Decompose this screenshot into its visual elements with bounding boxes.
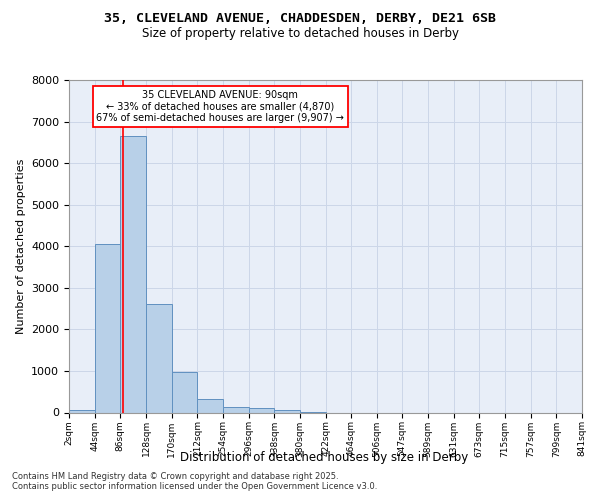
Bar	[249, 408, 274, 412]
Text: Contains public sector information licensed under the Open Government Licence v3: Contains public sector information licen…	[12, 482, 377, 491]
Bar	[197, 399, 223, 412]
Bar	[223, 407, 249, 412]
Text: Distribution of detached houses by size in Derby: Distribution of detached houses by size …	[180, 451, 468, 464]
Bar	[69, 410, 95, 412]
Text: Contains HM Land Registry data © Crown copyright and database right 2025.: Contains HM Land Registry data © Crown c…	[12, 472, 338, 481]
Y-axis label: Number of detached properties: Number of detached properties	[16, 158, 26, 334]
Bar	[121, 136, 146, 412]
Text: 35, CLEVELAND AVENUE, CHADDESDEN, DERBY, DE21 6SB: 35, CLEVELAND AVENUE, CHADDESDEN, DERBY,…	[104, 12, 496, 26]
Text: 35 CLEVELAND AVENUE: 90sqm
← 33% of detached houses are smaller (4,870)
67% of s: 35 CLEVELAND AVENUE: 90sqm ← 33% of deta…	[97, 90, 344, 123]
Bar	[95, 244, 121, 412]
Bar	[274, 410, 300, 412]
Text: Size of property relative to detached houses in Derby: Size of property relative to detached ho…	[142, 28, 458, 40]
Bar	[172, 372, 197, 412]
Bar	[146, 304, 172, 412]
